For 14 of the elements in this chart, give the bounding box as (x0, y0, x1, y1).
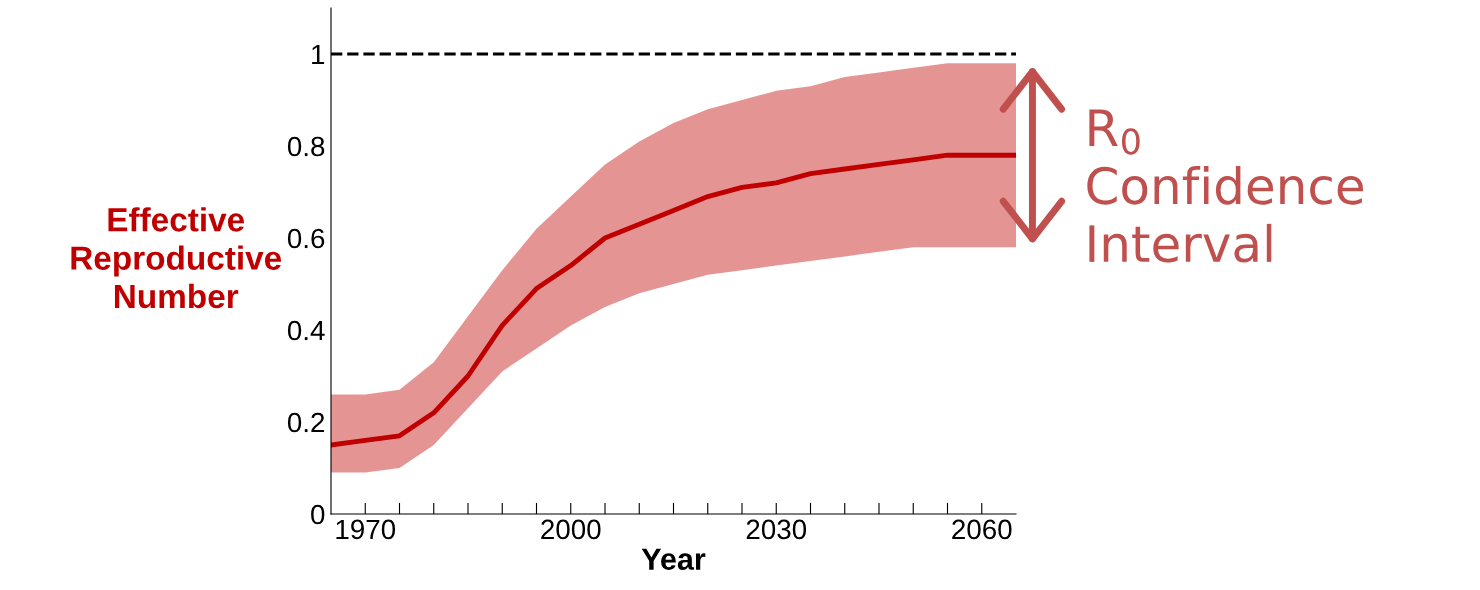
y-tick-label: 0.8 (287, 136, 325, 157)
x-tick-label: 2030 (746, 519, 807, 540)
y-tick-label: 0 (311, 504, 325, 525)
y-tick-label: 0.6 (287, 228, 325, 249)
text: R$_{0}$ Confidence Interval (1087, 109, 1363, 263)
y-tick-label: 1 (312, 44, 325, 65)
x-tick-label: 2000 (541, 519, 601, 540)
y-axis-title: Effective Reproductive Number (71, 207, 282, 309)
x-tick-label: 2060 (952, 519, 1012, 540)
x-tick-label: 1970 (336, 519, 396, 540)
y-tick-label: 0.4 (287, 320, 325, 341)
x-axis-title: Year (641, 548, 706, 570)
y-tick-label: 0.2 (287, 412, 325, 433)
line-series (331, 152, 1016, 448)
